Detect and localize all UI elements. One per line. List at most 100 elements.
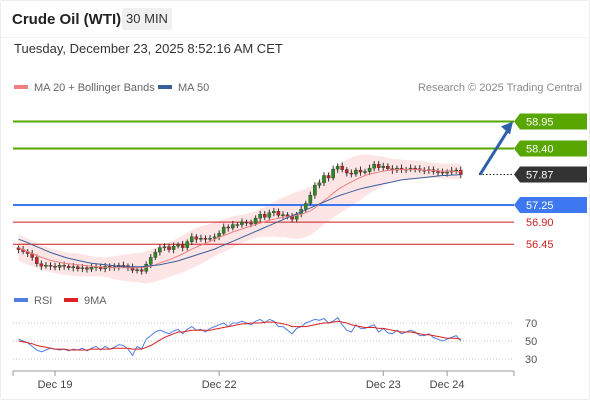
- candle-58: [281, 214, 285, 216]
- legend-label-0: MA 20 + Bollinger Bands: [34, 82, 155, 94]
- candle-56: [272, 211, 276, 213]
- candle-4: [34, 257, 39, 265]
- candle-34: [171, 245, 176, 250]
- candle-74: [354, 169, 358, 175]
- candle-30: [153, 251, 158, 258]
- candle-81: [386, 165, 390, 169]
- candle-23: [121, 265, 126, 267]
- candle-54: [262, 214, 267, 218]
- rsi-legend-swatch-1: [64, 298, 78, 302]
- candle-64: [308, 194, 313, 204]
- candle-76: [363, 171, 367, 173]
- candle-49: [240, 221, 244, 225]
- legend-swatch-1: [158, 85, 172, 89]
- candle-68: [326, 175, 331, 179]
- candle-13: [76, 266, 80, 269]
- candle-5: [39, 263, 44, 267]
- candle-37: [185, 241, 190, 248]
- candle-43: [212, 236, 217, 239]
- candle-27: [139, 269, 144, 272]
- candle-41: [203, 238, 208, 240]
- rsi-tick-2: 30: [525, 354, 537, 366]
- candle-29: [148, 257, 153, 265]
- candle-26: [135, 269, 139, 271]
- candle-16: [89, 267, 94, 270]
- candle-14: [80, 267, 85, 269]
- candle-12: [71, 266, 76, 268]
- legend-label-1: MA 50: [178, 82, 209, 94]
- x-tick-label-3: Dec 24: [430, 379, 465, 391]
- candle-96: [454, 169, 459, 172]
- candle-39: [194, 236, 199, 240]
- candle-87: [413, 167, 417, 170]
- candle-36: [180, 244, 185, 248]
- candle-60: [290, 216, 294, 220]
- candle-97: [458, 169, 463, 175]
- candle-75: [358, 169, 363, 173]
- level-label-0: 58.95: [526, 117, 554, 129]
- candle-31: [158, 247, 162, 253]
- candle-69: [331, 168, 335, 179]
- rsi-legend-swatch-0: [14, 298, 28, 302]
- level-label-4: 56.90: [526, 217, 554, 229]
- bollinger-band: [18, 154, 461, 284]
- candle-45: [221, 226, 226, 234]
- candle-6: [44, 265, 48, 267]
- x-tick-label-1: Dec 22: [202, 379, 237, 391]
- candle-40: [199, 238, 203, 240]
- candle-80: [381, 165, 386, 168]
- candle-78: [372, 164, 376, 169]
- rsi-tick-0: 70: [525, 318, 537, 330]
- level-tag-3: [514, 196, 587, 213]
- candle-94: [445, 171, 449, 174]
- rsi-line: [18, 316, 462, 357]
- candle-38: [189, 236, 194, 242]
- level-label-2: 57.87: [526, 170, 554, 182]
- chart-datetime: Tuesday, December 23, 2025 8:52:16 AM CE…: [14, 41, 283, 56]
- rsi-legend-label-0: RSI: [34, 295, 52, 307]
- instrument-title: Crude Oil (WTI): [12, 11, 122, 28]
- candle-92: [436, 171, 440, 173]
- timeframe-badge[interactable]: 30 MIN: [122, 8, 172, 30]
- projection-arrow-head: [501, 121, 513, 135]
- ma20-line: [18, 169, 461, 269]
- candle-33: [167, 246, 171, 250]
- candle-8: [53, 266, 57, 268]
- rsi-tick-1: 50: [525, 336, 537, 348]
- candle-79: [376, 164, 381, 168]
- candle-53: [258, 214, 262, 219]
- candle-86: [408, 167, 413, 170]
- level-tag-1: [514, 140, 587, 157]
- level-label-1: 58.40: [526, 144, 554, 156]
- candle-51: [249, 222, 253, 225]
- candle-55: [267, 212, 272, 218]
- candle-73: [349, 172, 354, 175]
- level-tag-2: [514, 166, 587, 183]
- candle-70: [335, 165, 340, 170]
- chart-credit: Research © 2025 Trading Central: [418, 82, 582, 94]
- candle-15: [85, 267, 89, 270]
- candle-77: [367, 167, 372, 172]
- candle-32: [162, 246, 167, 248]
- candle-50: [244, 221, 249, 224]
- candle-65: [313, 185, 317, 196]
- candle-67: [322, 175, 326, 184]
- level-label-5: 56.45: [526, 239, 554, 251]
- x-tick-label-0: Dec 19: [38, 379, 73, 391]
- candle-47: [231, 224, 235, 229]
- level-tag-0: [514, 113, 587, 130]
- candle-93: [440, 171, 445, 174]
- candle-57: [276, 211, 281, 216]
- rsi-ma-line: [18, 320, 461, 351]
- candle-48: [235, 224, 240, 226]
- projection-arrow-shaft: [478, 127, 511, 176]
- candle-42: [208, 238, 212, 240]
- candle-7: [48, 265, 53, 267]
- candle-72: [344, 169, 349, 174]
- chart-header: Crude Oil (WTI) 30 MIN: [1, 1, 589, 38]
- candle-66: [317, 182, 322, 186]
- candle-63: [303, 203, 308, 210]
- ma50-line: [18, 174, 461, 268]
- candle-9: [57, 265, 62, 268]
